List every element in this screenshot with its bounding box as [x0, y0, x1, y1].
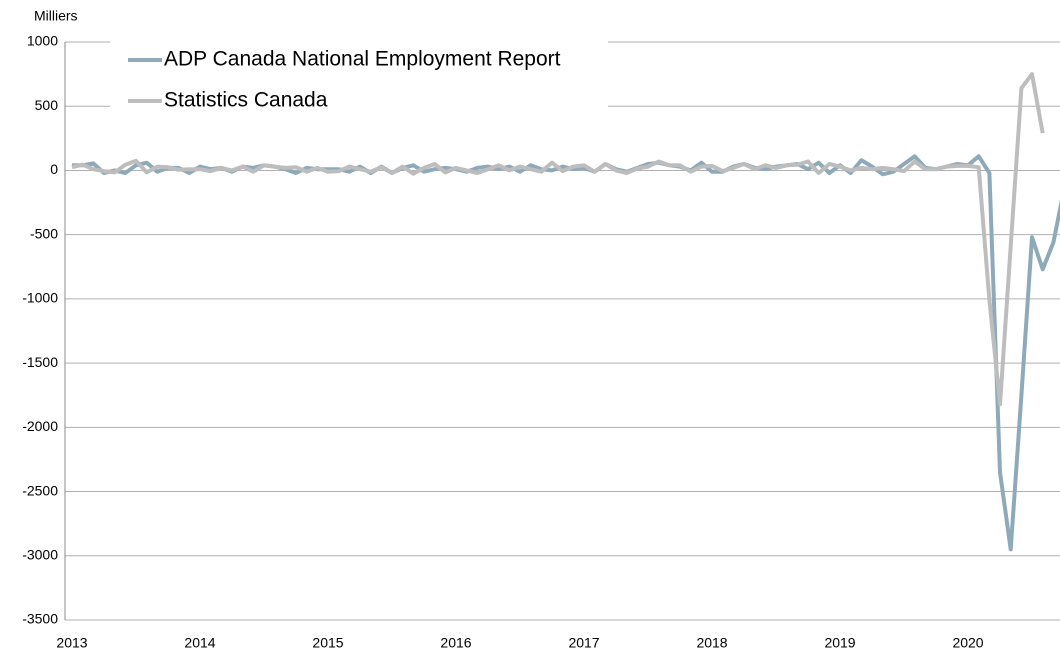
x-axis: 2013 2014 2015 2016 2017 2018 2019 2020 [56, 635, 983, 651]
y-axis-label: Milliers [34, 8, 78, 24]
x-tick-label: 2019 [824, 635, 855, 651]
x-tick-label: 2017 [568, 635, 599, 651]
y-tick-label: -1500 [22, 354, 58, 370]
legend-label: Statistics Canada [164, 89, 328, 112]
x-tick-label: 2015 [312, 635, 343, 651]
legend-label: ADP Canada National Employment Report [164, 48, 561, 71]
y-tick-label: 0 [50, 161, 58, 177]
y-tick-label: -3500 [22, 611, 58, 627]
grid: -3500 -3000 -2500 -2000 -1500 -1000 -500 0 500 10… [22, 33, 1060, 627]
series-line [72, 154, 1060, 552]
y-tick-label: -2000 [22, 418, 58, 434]
y-tick-label: 1000 [27, 33, 58, 49]
x-tick-label: 2014 [184, 635, 215, 651]
y-tick-label: -3000 [22, 546, 58, 562]
series-line [71, 72, 1045, 407]
legend: ADP Canada National Employment Report Sta… [110, 32, 608, 118]
x-tick-label: 2020 [952, 635, 983, 651]
y-tick-label: -2500 [22, 482, 58, 498]
x-tick-label: 2018 [696, 635, 727, 651]
y-tick-label: -1000 [22, 290, 58, 306]
y-tick-label: -500 [30, 225, 58, 241]
legend-box [110, 32, 608, 118]
x-tick-label: 2016 [440, 635, 471, 651]
x-tick-label: 2013 [56, 635, 87, 651]
plot-area [71, 72, 1060, 552]
y-tick-label: 500 [35, 97, 59, 113]
